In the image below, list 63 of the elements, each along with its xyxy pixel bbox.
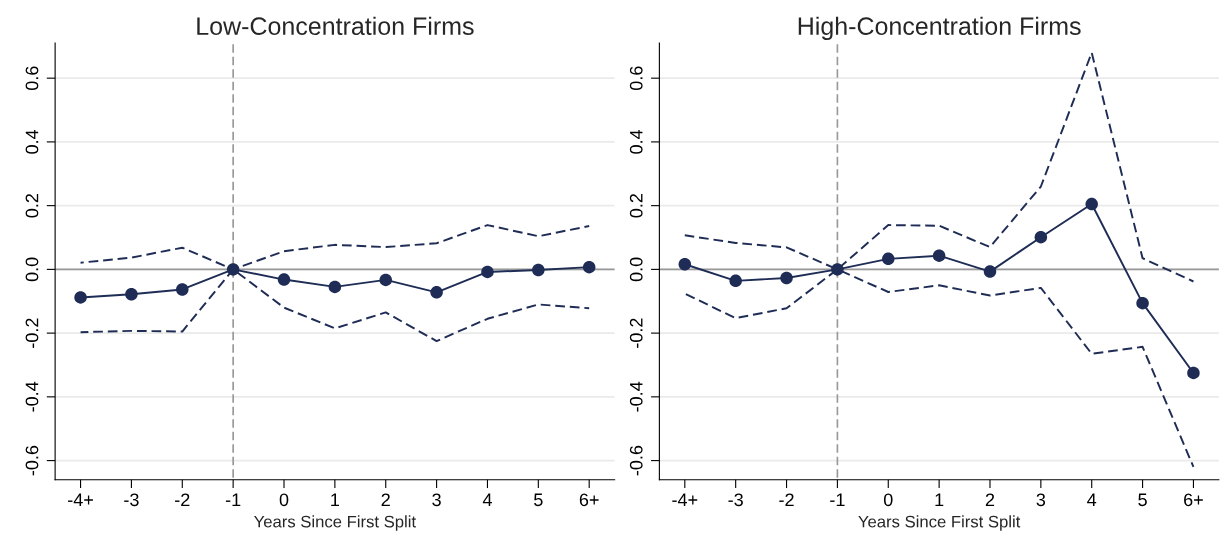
x-tick-label: 1 bbox=[331, 493, 340, 506]
point bbox=[532, 263, 545, 277]
x-tick-label: -1 bbox=[830, 493, 845, 506]
point bbox=[1034, 230, 1048, 244]
x-tick-label: 4 bbox=[1087, 493, 1097, 506]
point bbox=[125, 287, 138, 301]
y-tick-label: -0.6 bbox=[25, 445, 39, 476]
chart-title: Low-Concentration Firms bbox=[197, 16, 474, 36]
point bbox=[226, 263, 240, 276]
x-tick-label: -2 bbox=[175, 493, 190, 506]
point bbox=[831, 263, 844, 276]
point bbox=[882, 252, 895, 266]
x-axis-title: Years Since First Split bbox=[858, 515, 1021, 531]
x-tick-label: 5 bbox=[534, 493, 543, 507]
point bbox=[176, 283, 189, 296]
x-tick-label: 0 bbox=[279, 493, 289, 507]
x-tick-label: -3 bbox=[124, 493, 139, 507]
point bbox=[983, 265, 997, 278]
y-tick-label: -0.2 bbox=[25, 318, 39, 348]
y-tick-label: 0.2 bbox=[25, 194, 39, 218]
x-tick-label: 1 bbox=[935, 493, 944, 506]
y-tick-label: 0.2 bbox=[629, 194, 643, 218]
point bbox=[277, 273, 291, 286]
point bbox=[328, 280, 342, 294]
x-tick-label: -4+ bbox=[672, 493, 698, 506]
y-tick-label: 0.4 bbox=[629, 129, 643, 154]
point bbox=[932, 249, 946, 262]
x-tick-label: -3 bbox=[728, 493, 743, 507]
x-tick-label: 6+ bbox=[1184, 493, 1203, 507]
chart-title: High-Concentration Firms bbox=[798, 16, 1081, 40]
x-tick-label: 3 bbox=[1036, 493, 1046, 507]
line-series bbox=[683, 51, 1195, 283]
x-tick-label: -4+ bbox=[68, 493, 93, 506]
point bbox=[74, 291, 87, 304]
y-tick-label: -0.2 bbox=[629, 318, 643, 348]
y-tick-label: 0.6 bbox=[25, 66, 39, 91]
x-tick-label: 6+ bbox=[579, 493, 599, 507]
x-tick-label: 0 bbox=[883, 493, 893, 507]
y-tick-label: 0.6 bbox=[629, 66, 643, 91]
x-tick-label: 2 bbox=[985, 493, 995, 506]
y-tick-label: 0.4 bbox=[25, 129, 39, 154]
x-tick-label: 3 bbox=[432, 493, 441, 507]
x-tick-label: -2 bbox=[779, 493, 794, 506]
point bbox=[1085, 197, 1098, 211]
point bbox=[430, 286, 443, 299]
x-tick-label: 5 bbox=[1138, 493, 1147, 507]
point bbox=[1136, 296, 1149, 310]
point bbox=[780, 271, 793, 285]
point bbox=[379, 273, 392, 287]
x-tick-label: -1 bbox=[225, 493, 241, 506]
x-tick-label: 2 bbox=[381, 493, 390, 506]
y-tick-label: -0.6 bbox=[629, 445, 643, 476]
y-tick-label: -0.4 bbox=[25, 381, 39, 412]
y-tick-label: -0.4 bbox=[629, 381, 643, 412]
y-tick-label: 0.0 bbox=[25, 257, 39, 282]
point bbox=[481, 265, 494, 279]
point bbox=[1187, 366, 1200, 380]
y-tick-label: 0.0 bbox=[629, 257, 643, 282]
x-axis-title: Years Since First Split bbox=[254, 515, 416, 531]
point bbox=[582, 260, 596, 274]
point bbox=[678, 258, 692, 271]
x-tick-label: 4 bbox=[482, 493, 492, 506]
point bbox=[729, 274, 742, 288]
